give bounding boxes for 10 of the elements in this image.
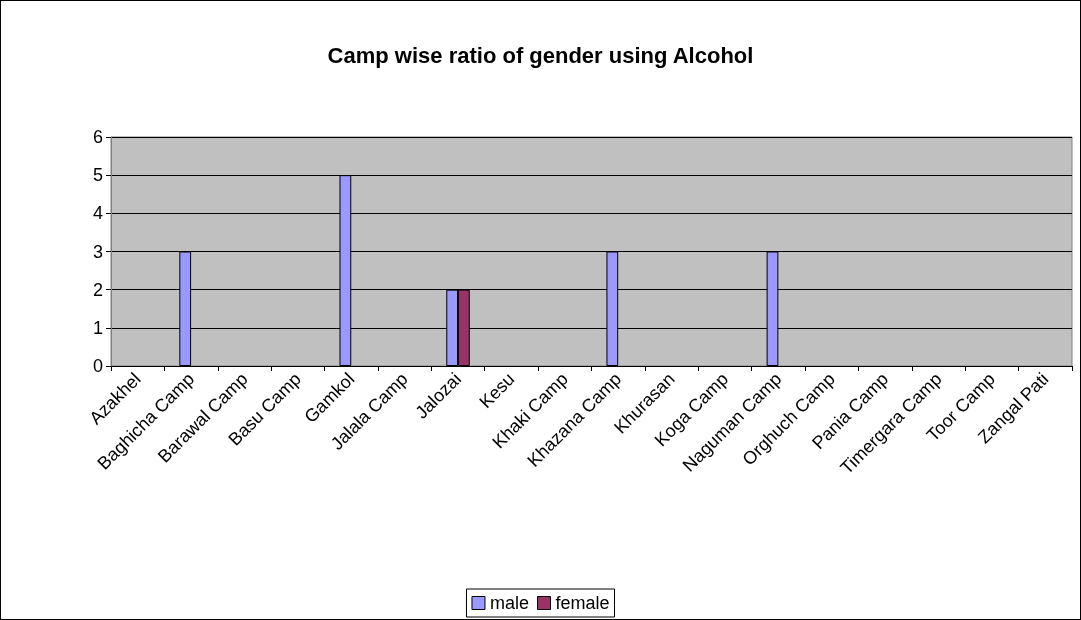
legend-label: female	[555, 593, 610, 613]
y-tick-label: 0	[92, 356, 103, 376]
y-tick-label: 1	[92, 317, 103, 338]
chart-title: Camp wise ratio of gender using Alcohol	[327, 42, 754, 68]
y-tick-label: 3	[92, 241, 103, 262]
y-tick-label: 2	[92, 279, 103, 300]
y-tick-label: 4	[92, 203, 103, 224]
y-tick-label: 5	[92, 165, 103, 186]
y-tick-label: 6	[92, 127, 103, 147]
legend-label: male	[489, 593, 529, 613]
